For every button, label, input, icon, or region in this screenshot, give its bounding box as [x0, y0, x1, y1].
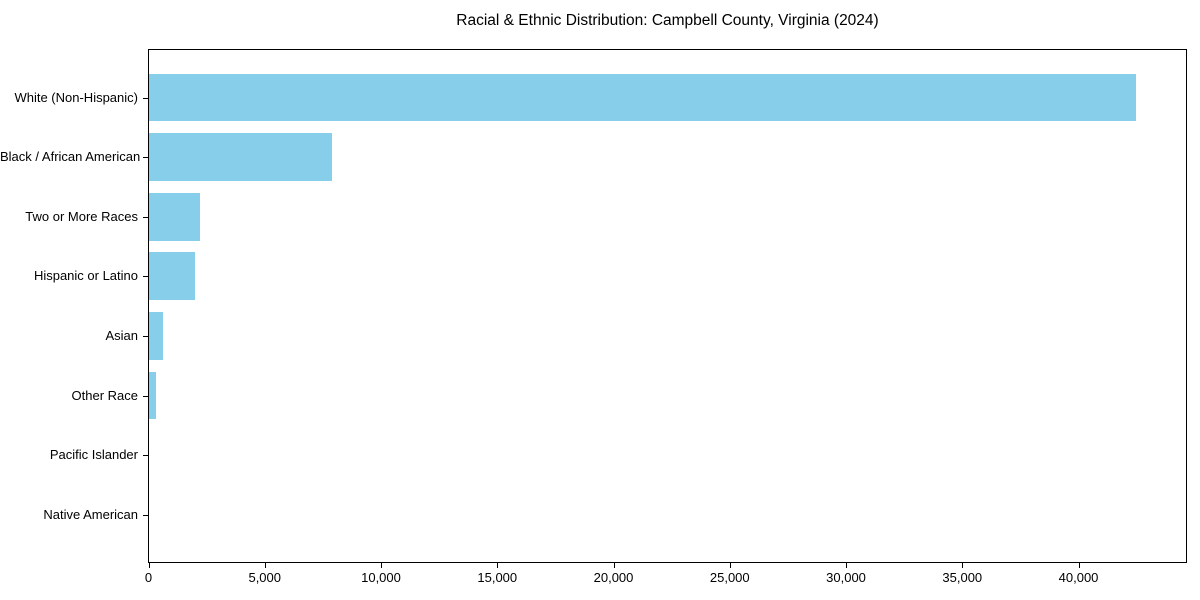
y-axis-tick: [143, 455, 148, 457]
y-tick-label-black-african-american: Black / African American: [0, 149, 141, 165]
chart-title: Racial & Ethnic Distribution: Campbell C…: [456, 12, 879, 29]
x-axis-tick: [729, 563, 731, 568]
y-axis-tick: [143, 395, 148, 397]
y-axis-tick: [143, 97, 148, 99]
y-tick-label-pacific-islander: Pacific Islander: [49, 447, 138, 463]
x-axis-tick: [1078, 563, 1080, 568]
y-axis-tick: [143, 216, 148, 218]
x-tick-label-30000: 30,000: [826, 570, 866, 585]
y-axis-tick: [143, 276, 148, 278]
x-tick-label-10000: 10,000: [361, 570, 401, 585]
x-axis-tick: [846, 563, 848, 568]
x-tick-label-40000: 40,000: [1058, 570, 1099, 585]
y-tick-label-white-non-hispanic: White (Non-Hispanic): [14, 89, 138, 105]
bar-white-non-hispanic: [149, 73, 1136, 122]
bar-hispanic-or-latino: [149, 252, 196, 301]
x-tick-label-35000: 35,000: [942, 570, 983, 585]
x-axis-tick: [264, 563, 266, 568]
x-tick-label-25000: 25,000: [709, 570, 750, 585]
x-tick-label-15000: 15,000: [477, 570, 518, 585]
y-tick-label-asian: Asian: [105, 327, 138, 343]
y-axis-tick: [143, 514, 148, 516]
y-tick-label-hispanic-or-latino: Hispanic or Latino: [33, 268, 138, 284]
x-tick-label-5000: 5,000: [248, 570, 282, 585]
x-tick-label-0: 0: [144, 570, 153, 585]
bar-other-race: [149, 371, 157, 420]
bar-black-african-american: [149, 133, 332, 181]
bar-asian: [149, 312, 163, 360]
plot-area: [148, 49, 1187, 563]
x-axis-tick: [148, 563, 150, 568]
y-tick-label-two-or-more-races: Two or More Races: [25, 208, 138, 224]
x-axis-tick: [497, 563, 499, 568]
x-axis-tick: [381, 563, 382, 568]
y-axis-tick: [143, 157, 148, 159]
x-tick-label-20000: 20,000: [593, 570, 634, 585]
x-axis-tick: [962, 563, 964, 568]
y-tick-label-other-race: Other Race: [71, 387, 138, 403]
x-axis-tick: [613, 563, 615, 568]
bar-two-or-more-races: [149, 192, 200, 241]
y-tick-label-native-american: Native American: [43, 506, 138, 522]
y-axis-tick: [143, 335, 148, 337]
